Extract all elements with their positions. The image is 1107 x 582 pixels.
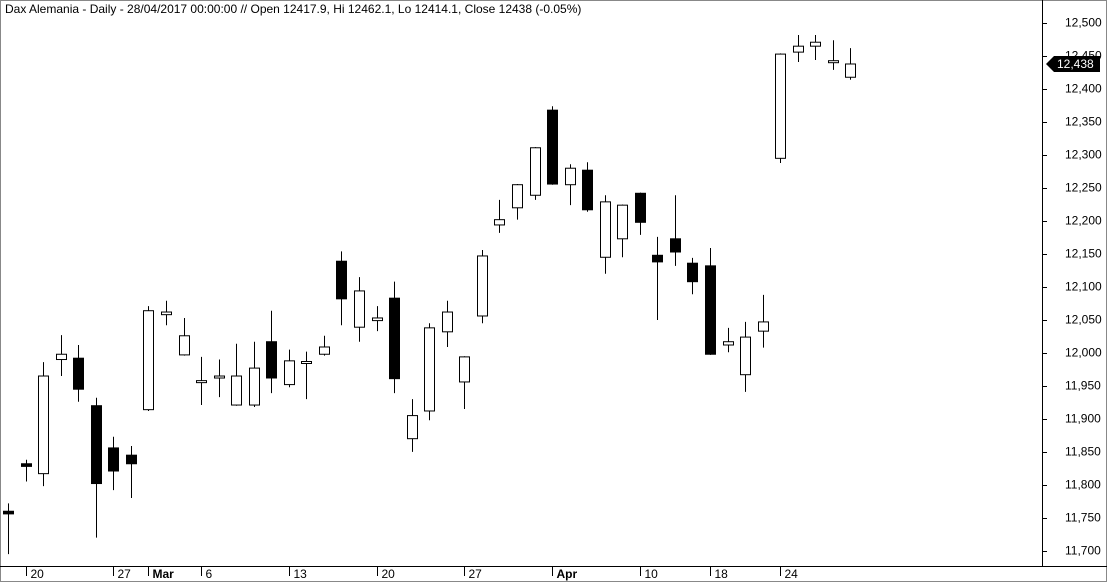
x-tick-label: 20 bbox=[31, 567, 45, 581]
y-tick-label: 12,250 bbox=[1065, 181, 1102, 195]
y-tick-label: 12,000 bbox=[1065, 346, 1102, 360]
candle-body bbox=[372, 317, 383, 322]
y-tick-label: 11,900 bbox=[1065, 412, 1101, 426]
candle-body bbox=[179, 335, 190, 356]
candle-body bbox=[793, 45, 804, 53]
x-tick-label: 18 bbox=[715, 567, 729, 581]
candle-body bbox=[442, 311, 453, 333]
candle-body bbox=[126, 454, 137, 465]
y-tick-label: 12,350 bbox=[1065, 115, 1102, 129]
candle-body bbox=[21, 463, 32, 467]
x-tick-label: 6 bbox=[206, 567, 213, 581]
candle-body bbox=[249, 367, 260, 406]
candle-body bbox=[319, 346, 330, 355]
candle-body bbox=[617, 204, 628, 240]
candle-body bbox=[635, 192, 646, 223]
x-tick-label: 27 bbox=[469, 567, 483, 581]
candle-body bbox=[336, 260, 347, 300]
candle-body bbox=[424, 327, 435, 412]
y-tick-label: 12,500 bbox=[1065, 16, 1102, 30]
x-tick-label: 10 bbox=[645, 567, 659, 581]
candle-body bbox=[301, 361, 312, 365]
y-tick-label: 12,100 bbox=[1065, 280, 1102, 294]
candle-body bbox=[810, 41, 821, 47]
y-tick-label: 11,750 bbox=[1065, 511, 1101, 525]
y-tick-label: 11,800 bbox=[1065, 478, 1101, 492]
candle-body bbox=[582, 169, 593, 211]
candle-body bbox=[705, 265, 716, 355]
y-tick-label: 11,700 bbox=[1065, 544, 1101, 558]
candle-body bbox=[687, 262, 698, 283]
candle-body bbox=[91, 405, 102, 485]
candle-body bbox=[600, 201, 611, 258]
candle-body bbox=[512, 184, 523, 209]
x-tick-label: 27 bbox=[118, 567, 132, 581]
candle-body bbox=[196, 380, 207, 384]
y-tick-label: 12,050 bbox=[1065, 313, 1102, 327]
candle-body bbox=[214, 375, 225, 379]
x-tick-label: Mar bbox=[153, 567, 175, 581]
candle-body bbox=[354, 290, 365, 328]
y-tick-label: 12,200 bbox=[1065, 214, 1102, 228]
x-tick-label: 24 bbox=[785, 567, 799, 581]
candle-body bbox=[565, 167, 576, 186]
candle-body bbox=[758, 321, 769, 332]
candle-body bbox=[652, 254, 663, 263]
candle-body bbox=[3, 510, 14, 515]
candle-body bbox=[477, 255, 488, 317]
last-price-label: 12,438 bbox=[1057, 57, 1094, 71]
candle-body bbox=[740, 336, 751, 376]
candle-body bbox=[56, 353, 67, 361]
candle-body bbox=[828, 60, 839, 64]
y-tick-label: 11,850 bbox=[1065, 445, 1101, 459]
y-tick-label: 11,950 bbox=[1065, 379, 1101, 393]
candle-body bbox=[266, 341, 277, 379]
last-price-tag bbox=[1046, 55, 1100, 72]
candle-body bbox=[143, 310, 154, 411]
x-tick-label: Apr bbox=[557, 567, 578, 581]
x-tick-label: 13 bbox=[294, 567, 308, 581]
candle-body bbox=[407, 415, 418, 440]
chart-title: Dax Alemania - Daily - 28/04/2017 00:00:… bbox=[5, 2, 581, 16]
y-tick-label: 12,400 bbox=[1065, 82, 1102, 96]
candle-body bbox=[775, 53, 786, 159]
candle-body bbox=[530, 147, 541, 196]
candle-body bbox=[284, 360, 295, 386]
y-tick-label: 12,300 bbox=[1065, 148, 1102, 162]
candle-body bbox=[231, 375, 242, 406]
y-tick-label: 12,150 bbox=[1065, 247, 1102, 261]
candle-body bbox=[38, 375, 49, 475]
x-tick-label: 20 bbox=[382, 567, 396, 581]
candle-body bbox=[723, 341, 734, 346]
candle-body bbox=[161, 311, 172, 316]
candle-body bbox=[547, 109, 558, 185]
candle-body bbox=[73, 357, 84, 390]
candle-body bbox=[494, 219, 505, 226]
candle-body bbox=[670, 238, 681, 253]
candle-body bbox=[389, 297, 400, 380]
candle-body bbox=[845, 63, 856, 78]
candle-body bbox=[459, 356, 470, 383]
candle-body bbox=[108, 447, 119, 472]
